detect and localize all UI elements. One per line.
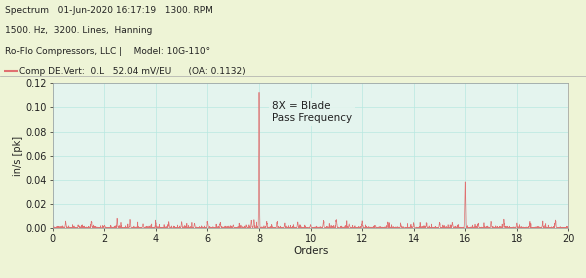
Text: 1500. Hz,  3200. Lines,  Hanning: 1500. Hz, 3200. Lines, Hanning [5, 26, 152, 36]
Text: Comp DE.Vert:  0.L   52.04 mV/EU      (OA: 0.1132): Comp DE.Vert: 0.L 52.04 mV/EU (OA: 0.113… [19, 67, 246, 76]
Y-axis label: in/s [pk]: in/s [pk] [13, 136, 23, 176]
X-axis label: Orders: Orders [293, 246, 328, 256]
Text: Ro-Flo Compressors, LLC |    Model: 10G-110°: Ro-Flo Compressors, LLC | Model: 10G-110… [5, 47, 210, 56]
Text: 8X = Blade
Pass Frequency: 8X = Blade Pass Frequency [272, 101, 352, 123]
Text: Spectrum   01-Jun-2020 16:17:19   1300. RPM: Spectrum 01-Jun-2020 16:17:19 1300. RPM [5, 6, 213, 15]
